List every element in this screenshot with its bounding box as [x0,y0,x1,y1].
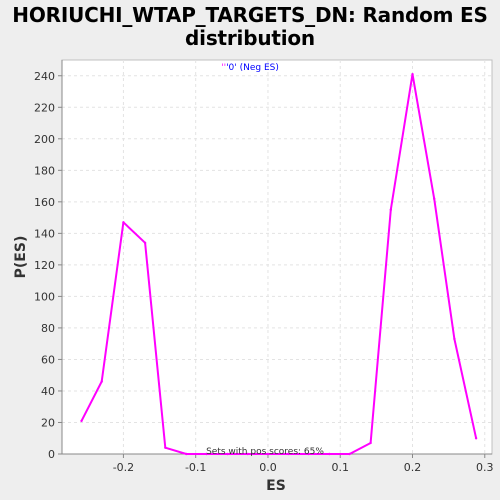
data-point [328,452,331,456]
x-tick-label: 0.0 [259,461,277,474]
y-tick-label: 0 [48,448,55,461]
y-tick-label: 240 [34,70,55,83]
y-axis-ticks: 0 20 40 60 80 100 120 140 160 180 200 220 240 [34,70,62,461]
data-point [164,446,167,449]
y-tick-label: 220 [34,101,55,114]
data-point [432,197,436,200]
data-point [100,380,103,383]
y-tick-label: 120 [34,259,55,272]
data-point [205,452,208,456]
data-point [474,437,478,440]
legend: '''0' (Neg ES) [221,63,279,73]
y-tick-label: 160 [34,196,55,209]
x-tick-label: 0.3 [476,461,494,474]
pos-scores-annotation: Sets with pos scores: 65% [206,447,324,457]
y-tick-label: 20 [41,416,55,429]
x-axis-title: ES [266,478,286,494]
y-tick-label: 80 [41,322,55,335]
y-tick-label: 140 [34,227,55,240]
data-point [246,452,249,456]
series-layer [80,72,478,456]
series-line [80,73,478,455]
legend-label: '0' (Neg ES) [226,63,279,73]
y-tick-label: 40 [41,385,55,398]
data-point [143,241,147,245]
data-point [266,452,270,456]
y-axis-title: P(ES) [13,236,29,279]
data-point [80,419,83,423]
y-tick-label: 60 [41,353,55,366]
data-point [453,337,456,341]
x-tick-label: 0.1 [331,461,349,474]
y-tick-label: 200 [34,133,55,146]
data-point [287,452,290,456]
x-tick-label: 0.2 [404,461,422,474]
y-tick-label: 180 [34,164,55,177]
data-point [122,221,125,224]
plot-area [61,59,493,455]
y-tick-label: 100 [34,290,55,303]
data-point [348,452,351,456]
legend-quote: '' [221,63,226,73]
data-point [411,72,414,76]
x-tick-label: -0.2 [113,461,134,474]
data-point [185,452,188,456]
x-tick-label: -0.1 [185,461,206,474]
data-point [389,208,393,211]
chart-title-line1: HORIUCHI_WTAP_TARGETS_DN: Random ES [12,3,488,27]
data-point [307,452,310,456]
chart-title-line2: distribution [185,26,315,50]
data-point [226,452,229,456]
data-point [369,441,372,445]
chart-title: HORIUCHI_WTAP_TARGETS_DN: Random ES dist… [0,4,500,50]
x-axis-ticks: -0.2 -0.1 0.0 0.1 0.2 0.3 [113,454,494,474]
